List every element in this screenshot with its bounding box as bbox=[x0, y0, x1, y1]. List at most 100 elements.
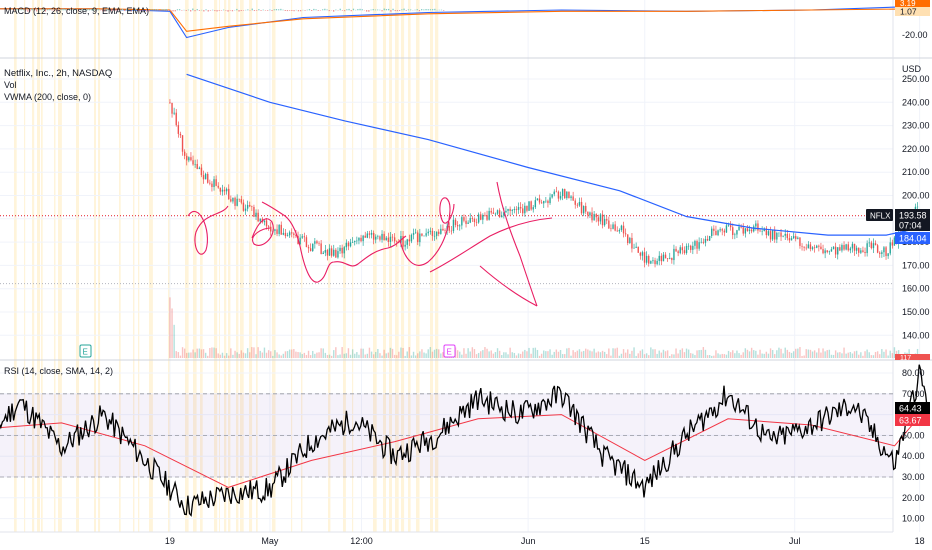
freehand-drawing[interactable] bbox=[187, 205, 229, 255]
candle-body bbox=[601, 214, 604, 226]
volume-bar bbox=[763, 353, 765, 358]
candle-body bbox=[813, 247, 816, 248]
vwma-legend[interactable]: VWMA (200, close, 0) bbox=[4, 92, 91, 102]
session-band bbox=[240, 0, 244, 532]
rsi-pane[interactable] bbox=[0, 364, 929, 517]
macd-histogram-bar bbox=[119, 9, 121, 11]
macd-histogram-bar bbox=[44, 10, 47, 12]
bar-countdown: 07:04 bbox=[899, 221, 922, 231]
candle-body bbox=[393, 237, 396, 242]
volume-bar bbox=[536, 349, 539, 358]
macd-histogram-bar bbox=[238, 10, 240, 12]
volume-bar bbox=[643, 354, 646, 358]
volume-bar bbox=[673, 354, 675, 358]
candle-body bbox=[809, 244, 812, 250]
macd-histogram-bar bbox=[344, 10, 346, 12]
macd-histogram-bar bbox=[399, 10, 401, 11]
candle-body bbox=[284, 232, 287, 237]
macd-histogram-bar bbox=[187, 9, 190, 11]
candle-body bbox=[587, 211, 589, 216]
candle-body bbox=[322, 252, 324, 255]
volume-bar bbox=[240, 350, 243, 358]
freehand-drawing[interactable] bbox=[496, 181, 538, 307]
volume-bar bbox=[356, 352, 358, 358]
volume-bar bbox=[887, 355, 889, 358]
candlestick-series[interactable] bbox=[169, 99, 919, 268]
time-axis[interactable]: Apr19May12:00Jun15Jul18Aug1523Sep1220 bbox=[0, 536, 932, 546]
volume-bar bbox=[228, 355, 230, 358]
macd-histogram-bar bbox=[407, 9, 410, 11]
volume-bar bbox=[801, 355, 803, 358]
macd-title[interactable]: MACD (12, 26, close, 9, EMA, EMA) bbox=[4, 6, 149, 16]
macd-pane[interactable] bbox=[0, 5, 920, 39]
macd-histogram-bar bbox=[418, 10, 421, 12]
volume-bar bbox=[679, 349, 681, 358]
macd-signal-line[interactable] bbox=[0, 8, 920, 32]
candle-body bbox=[576, 204, 579, 206]
macd-histogram-bar bbox=[203, 10, 205, 12]
volume-bar bbox=[637, 353, 639, 358]
session-band bbox=[228, 0, 231, 532]
volume-bar bbox=[442, 352, 444, 358]
volume-bar bbox=[396, 355, 398, 358]
candle-body bbox=[797, 237, 799, 239]
macd-histogram-bar bbox=[390, 10, 392, 12]
candle-body bbox=[782, 235, 784, 237]
earnings-marker-past: E bbox=[83, 348, 88, 357]
volume-bar bbox=[393, 354, 396, 358]
symbol-price-tag[interactable]: NFLX 193.58 07:04 bbox=[866, 209, 930, 231]
symbol-title[interactable]: Netflix, Inc., 2h, NASDAQ bbox=[4, 68, 112, 79]
volume-bar bbox=[780, 348, 782, 358]
session-band bbox=[236, 0, 239, 532]
rsi-line[interactable] bbox=[0, 364, 928, 517]
candle-body bbox=[889, 242, 891, 254]
candle-body bbox=[406, 239, 408, 245]
volume-bar bbox=[360, 348, 362, 358]
volume-bar bbox=[727, 350, 730, 358]
volume-bar bbox=[333, 350, 335, 358]
freehand-drawing[interactable] bbox=[261, 201, 407, 283]
macd-histogram-bar bbox=[143, 10, 146, 11]
volume-bar bbox=[377, 349, 379, 358]
candle-body bbox=[876, 245, 879, 253]
freehand-drawing[interactable] bbox=[251, 218, 274, 246]
candle-body bbox=[883, 247, 885, 253]
price-tick-label: 140.00 bbox=[902, 330, 930, 340]
candle-body bbox=[246, 204, 249, 209]
volume-bar bbox=[404, 355, 406, 358]
volume-bar bbox=[595, 352, 597, 358]
volume-bar bbox=[774, 354, 776, 358]
macd-histogram-bar bbox=[372, 9, 374, 11]
volume-bar bbox=[799, 347, 801, 358]
volume-bar bbox=[431, 351, 434, 358]
rsi-title[interactable]: RSI (14, close, SMA, 14, 2) bbox=[4, 366, 113, 376]
candle-body bbox=[463, 217, 465, 221]
volume-bar bbox=[202, 349, 205, 358]
candle-body bbox=[484, 215, 486, 216]
candle-body bbox=[372, 232, 375, 240]
macd-histogram-bar bbox=[161, 9, 163, 11]
volume-bar bbox=[551, 354, 553, 358]
vwma-line[interactable] bbox=[186, 73, 920, 236]
user-drawings[interactable] bbox=[187, 181, 553, 307]
volume-bar bbox=[589, 350, 591, 358]
macd-histogram-bar bbox=[196, 9, 198, 11]
macd-histogram-bar bbox=[251, 8, 253, 11]
earnings-icon[interactable]: E bbox=[79, 344, 92, 358]
volume-bar bbox=[267, 350, 270, 358]
volume-bar bbox=[305, 354, 308, 358]
earnings-icon[interactable]: E bbox=[443, 344, 456, 358]
volume-bar bbox=[713, 355, 715, 358]
freehand-drawing[interactable] bbox=[399, 197, 455, 266]
candle-body bbox=[881, 252, 883, 254]
freehand-drawing[interactable] bbox=[429, 217, 553, 273]
freehand-drawing[interactable] bbox=[479, 265, 538, 307]
candle-body bbox=[753, 226, 755, 232]
volume-bar bbox=[761, 353, 763, 358]
volume-bar bbox=[213, 347, 215, 358]
volume-bar bbox=[383, 349, 385, 358]
time-tick-label: Jun bbox=[521, 536, 536, 546]
volume-legend[interactable]: Vol bbox=[4, 80, 17, 90]
volume-bar bbox=[725, 354, 728, 358]
